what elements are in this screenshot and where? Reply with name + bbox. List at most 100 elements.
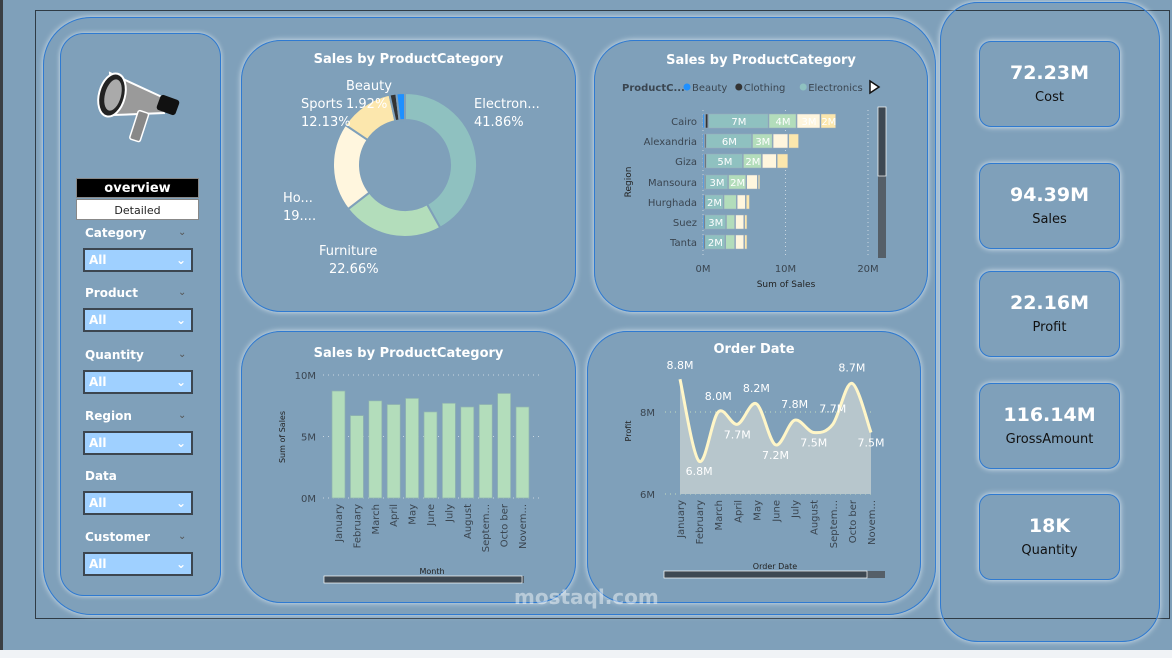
data-label: 2M — [730, 178, 745, 189]
month-bar — [331, 390, 346, 499]
kpi-label: Cost — [1035, 90, 1064, 105]
scrollbar-thumb[interactable] — [663, 570, 868, 579]
bar-segment — [706, 133, 752, 149]
x-axis-title: Order Date — [753, 562, 797, 571]
bar-segment — [743, 153, 762, 169]
bar-segment — [706, 153, 743, 169]
filter-dropdown-quantity[interactable]: All ⌄ — [83, 370, 193, 394]
bar-segment — [704, 234, 725, 250]
dropdown-value: All — [89, 496, 107, 510]
bar-segment — [705, 113, 709, 129]
bar-segment — [704, 214, 726, 230]
bar-segment — [702, 234, 705, 250]
kpi-label: GrossAmount — [1005, 432, 1094, 447]
dropdown-value: All — [89, 375, 107, 389]
data-label: 8.8M — [667, 359, 694, 372]
dropdown-value: All — [89, 436, 107, 450]
y-axis-title: Sum of Sales — [278, 411, 287, 463]
data-label: 3M — [802, 117, 817, 128]
data-label: 7.5M — [800, 437, 827, 450]
filter-dropdown-product[interactable]: All ⌄ — [83, 308, 193, 332]
bar-segment — [702, 174, 705, 190]
chevron-down-icon: ⌄ — [175, 436, 186, 450]
chevron-down-icon: ⌄ — [175, 375, 186, 389]
collapse-chevron-icon[interactable]: ⌄ — [178, 531, 187, 542]
month-bar — [423, 411, 438, 499]
bar-segment — [704, 194, 724, 210]
scrollbar-thumb[interactable] — [877, 106, 887, 177]
region-label: Hurghada — [648, 198, 697, 209]
bar-segment — [777, 153, 789, 169]
legend-marker — [799, 83, 807, 91]
collapse-chevron-icon[interactable]: ⌄ — [178, 227, 187, 238]
tab-detailed[interactable]: Detailed — [76, 199, 199, 220]
dropdown-value: All — [89, 313, 107, 327]
filter-dropdown-category[interactable]: All ⌄ — [83, 248, 193, 272]
filter-dropdown-customer[interactable]: All ⌄ — [83, 552, 193, 576]
data-label: 3M — [755, 137, 770, 148]
x-tick-label: Novem... — [867, 500, 878, 545]
bar-segment — [820, 113, 836, 129]
collapse-chevron-icon[interactable]: ⌄ — [178, 287, 187, 298]
slice-percent: 22.66% — [329, 262, 379, 277]
legend-next-arrow-icon[interactable] — [869, 79, 881, 95]
x-tick-label: July — [791, 500, 802, 519]
y-tick-label: 8M — [640, 408, 655, 419]
filter-dropdown-region[interactable]: All ⌄ — [83, 431, 193, 455]
legend-marker — [735, 83, 743, 91]
y-tick-label: 6M — [640, 490, 655, 501]
filter-label-quantity: Quantity — [85, 348, 144, 362]
profit-line — [678, 378, 873, 463]
stacked-bar-chart: ProductC... Beauty Clothing Electronics 0M 10… — [622, 79, 887, 290]
x-tick-label: January — [334, 504, 345, 543]
donut-chart: Electron... 41.86% Furniture 22.66% Ho... 19.… — [283, 79, 540, 277]
month-bar — [350, 415, 364, 499]
donut-slice — [404, 91, 478, 230]
bar-segment — [744, 234, 748, 250]
bar-segment — [744, 214, 748, 230]
stacked-bar-card: Sales by ProductCategory — [594, 40, 928, 312]
legend-marker — [683, 83, 691, 91]
region-label: Cairo — [671, 117, 697, 128]
x-tick-label: 10M — [775, 264, 796, 275]
data-label: 2M — [821, 117, 836, 128]
filter-dropdown-data[interactable]: All ⌄ — [83, 491, 193, 515]
bar-segment — [736, 194, 746, 210]
data-label: 6.8M — [686, 465, 713, 478]
collapse-chevron-icon[interactable]: ⌄ — [178, 349, 187, 360]
bar-segment — [758, 174, 760, 190]
bar-segment — [702, 214, 705, 230]
scrollbar[interactable] — [878, 107, 886, 258]
x-tick-label: March — [714, 500, 725, 530]
data-label: 4M — [776, 117, 791, 128]
kpi-card-profit: 22.16M Profit — [979, 271, 1120, 357]
region-label: Giza — [675, 157, 697, 168]
month-bar — [386, 404, 401, 499]
slice-label: Ho... — [283, 191, 313, 206]
bar-segment — [702, 153, 705, 169]
region-label: Tanta — [669, 238, 697, 249]
slice-label: Beauty — [346, 79, 392, 94]
tab-overview[interactable]: overview — [76, 178, 199, 198]
kpi-value: 116.14M — [1003, 404, 1096, 426]
filter-label-data: Data — [85, 469, 117, 483]
bar-segment — [772, 133, 789, 149]
page-frame — [35, 10, 1170, 619]
order-date-card: Order Date — [587, 331, 921, 603]
data-label: 3M — [710, 178, 725, 189]
chevron-down-icon: ⌄ — [175, 496, 186, 510]
slice-percent: 12.13% — [301, 115, 351, 130]
x-tick-label: 0M — [696, 264, 711, 275]
collapse-chevron-icon[interactable]: ⌄ — [178, 410, 187, 421]
data-label: 7.8M — [781, 398, 808, 411]
month-bar — [497, 393, 511, 499]
chart-title: Sales by ProductCategory — [313, 346, 504, 361]
x-tick-label: June — [772, 500, 783, 523]
legend-item: Beauty — [692, 83, 727, 94]
kpi-value: 22.16M — [1009, 292, 1089, 314]
bar-segment — [702, 133, 705, 149]
scrollbar-thumb[interactable] — [323, 575, 523, 584]
data-label: 8.0M — [705, 390, 732, 403]
data-label: 2M — [707, 198, 722, 209]
bar-segment — [725, 234, 735, 250]
